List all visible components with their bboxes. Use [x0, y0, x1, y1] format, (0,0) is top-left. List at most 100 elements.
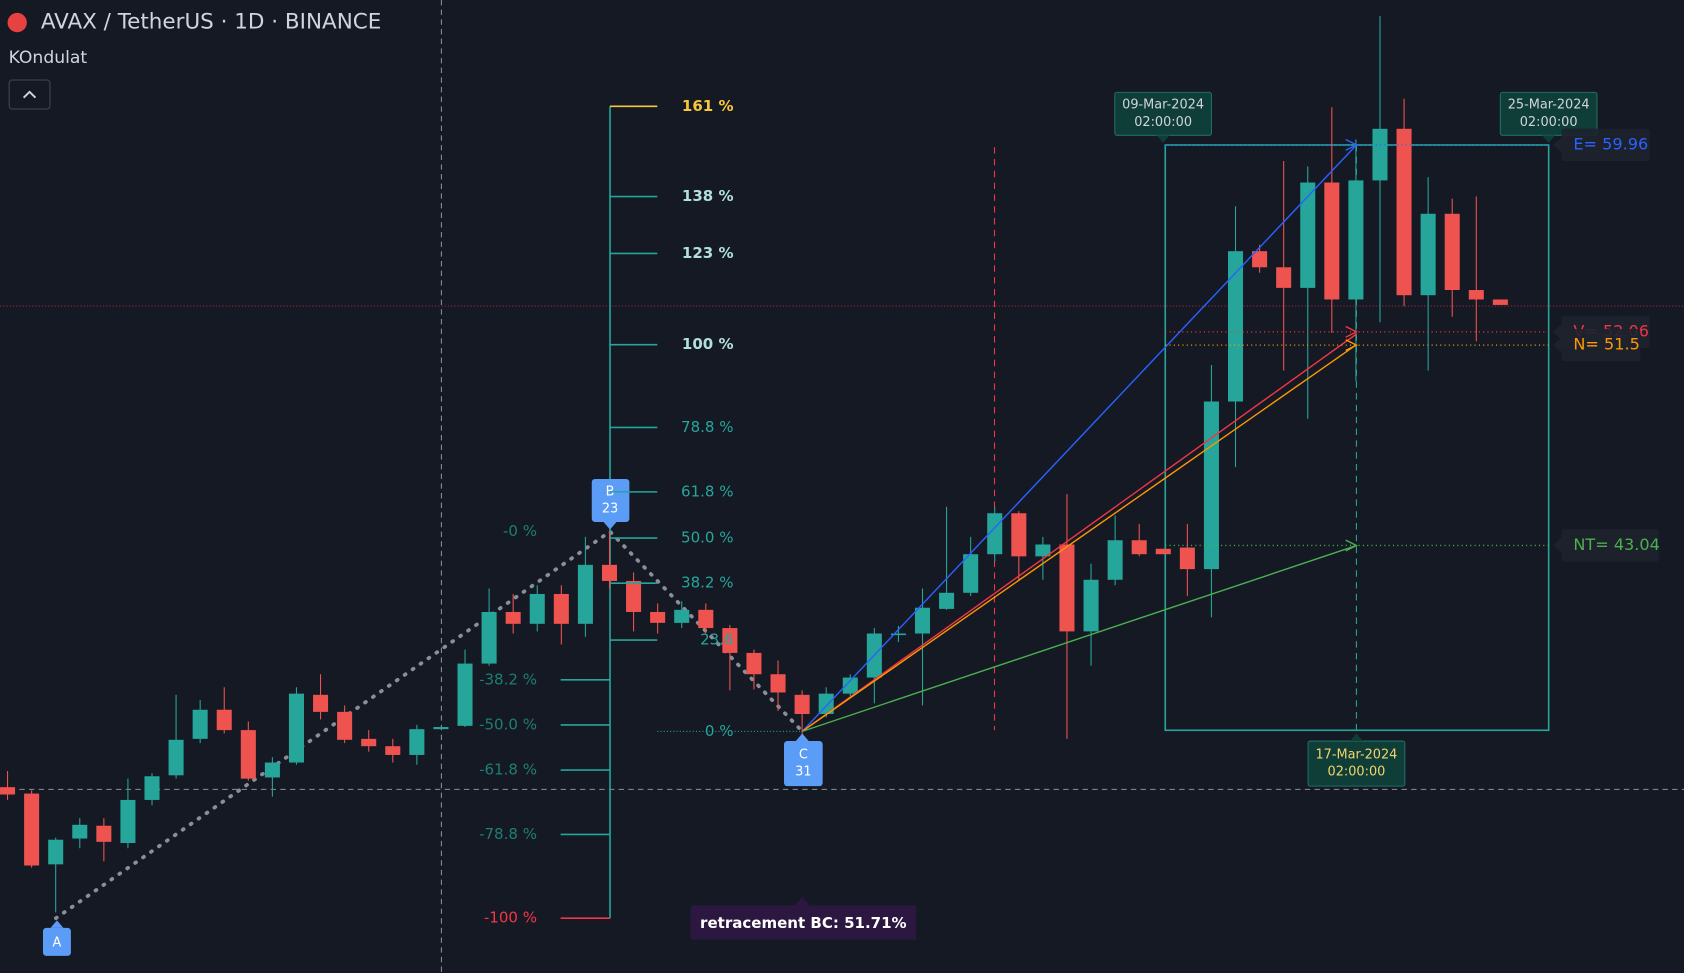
- candle-body: [264, 762, 280, 778]
- time-label: 02:00:00: [1520, 115, 1578, 130]
- candle-body: [553, 593, 569, 624]
- candle-body: [1444, 213, 1460, 291]
- candle-body: [650, 611, 666, 623]
- level-label: NT= 43.04: [1573, 535, 1660, 554]
- fib-label: 123 %: [682, 244, 734, 262]
- candle-body: [409, 729, 425, 755]
- level-label-box: [1561, 529, 1659, 562]
- candle-body: [433, 727, 449, 730]
- collapse-button[interactable]: [8, 79, 51, 110]
- candle-body: [144, 776, 160, 800]
- point-a-pointer: [50, 920, 64, 928]
- candles: [0, 16, 1508, 913]
- candle-body: [337, 711, 353, 740]
- candle-body: [939, 592, 955, 609]
- fib-label: -61.8 %: [479, 761, 537, 779]
- candle-body: [1468, 290, 1484, 300]
- logo: [7, 12, 27, 33]
- symbol-title: AVAX / TetherUS · 1D · BINANCE: [41, 10, 382, 35]
- fib-label: -38.2 %: [479, 670, 537, 688]
- retracement-pointer: [794, 896, 810, 906]
- projection-n: [801, 344, 1357, 732]
- candle-body: [1155, 548, 1171, 555]
- candle-body: [890, 633, 906, 636]
- candle-body: [794, 694, 810, 715]
- date-label: 25-Mar-2024: [1508, 98, 1590, 113]
- point-c-pointer: [795, 733, 809, 742]
- candle-body: [72, 824, 88, 839]
- point-b-box: [591, 478, 630, 522]
- level-label: N= 51.5: [1573, 335, 1639, 354]
- date-pointer: [1349, 733, 1363, 742]
- candle-body: [577, 564, 593, 624]
- candle-body: [192, 709, 208, 739]
- candle-body: [1300, 182, 1316, 288]
- candle-body: [1324, 182, 1340, 300]
- candle-body: [1348, 180, 1364, 300]
- fib-label: -78.8 %: [479, 825, 537, 843]
- fib-label: 100 %: [682, 335, 734, 353]
- candle-body: [601, 564, 618, 581]
- date-label: 17-Mar-2024: [1315, 747, 1397, 762]
- candle-body: [457, 663, 473, 726]
- candle-body: [698, 609, 714, 629]
- candle-body: [168, 739, 184, 776]
- point-bar: 23: [602, 502, 618, 517]
- projection-nt: [802, 544, 1357, 733]
- candle-body: [385, 746, 401, 755]
- candle-body: [1227, 251, 1244, 402]
- level-label-box: [1561, 128, 1650, 161]
- annotations: AVAX / TetherUS · 1D · BINANCE KOndulat …: [7, 10, 1660, 956]
- candle-body: [1492, 299, 1508, 305]
- candle-body: [770, 674, 786, 693]
- candle-body: [529, 593, 545, 624]
- candle-body: [1420, 213, 1436, 296]
- level-label-pointer: [1552, 324, 1562, 340]
- candle-body: [313, 694, 329, 712]
- candle-body: [48, 839, 64, 865]
- candle-body: [1179, 547, 1195, 570]
- candle-body: [1083, 579, 1099, 632]
- point-label: A: [53, 935, 62, 950]
- candle-body: [1035, 544, 1051, 557]
- candle-body: [0, 787, 16, 795]
- retracement-label: retracement BC: 51.71%: [700, 914, 907, 932]
- level-arrow: [1345, 138, 1358, 151]
- candle-body: [914, 607, 931, 634]
- level-label-box: [1561, 329, 1641, 362]
- candle-body: [1252, 251, 1268, 268]
- candle-body: [1011, 513, 1027, 557]
- candle-body: [1059, 544, 1075, 632]
- candle-body: [361, 738, 377, 747]
- point-b-pointer: [603, 521, 617, 530]
- candle-body: [722, 628, 738, 653]
- candle-body: [818, 693, 834, 715]
- fib-label: 38.2 %: [681, 574, 733, 592]
- candle-body: [1396, 128, 1412, 296]
- level-label-pointer: [1552, 337, 1562, 353]
- time-label: 02:00:00: [1134, 115, 1192, 130]
- candle-body: [24, 793, 40, 866]
- candle-body: [481, 611, 497, 664]
- candle-body: [288, 693, 304, 763]
- candle-body: [674, 609, 690, 623]
- level-arrow: [1345, 339, 1358, 352]
- projection-v: [801, 333, 1357, 732]
- point-label: C: [799, 747, 808, 762]
- fib-label: 161 %: [682, 97, 734, 115]
- fib-label: 78.8 %: [681, 418, 733, 436]
- level-label-pointer: [1552, 537, 1562, 553]
- time-label: 02:00:00: [1328, 765, 1386, 780]
- projection-e: [801, 144, 1357, 732]
- candle-body: [120, 799, 136, 844]
- collapse-icon: [22, 90, 37, 99]
- candle-body: [1107, 540, 1123, 580]
- fib-label: -100 %: [484, 909, 537, 927]
- candle-body: [240, 730, 256, 779]
- candle-body: [1276, 267, 1292, 288]
- point-a-box: [42, 927, 71, 956]
- date-label: 09-Mar-2024: [1122, 98, 1204, 113]
- candle-body: [96, 825, 112, 842]
